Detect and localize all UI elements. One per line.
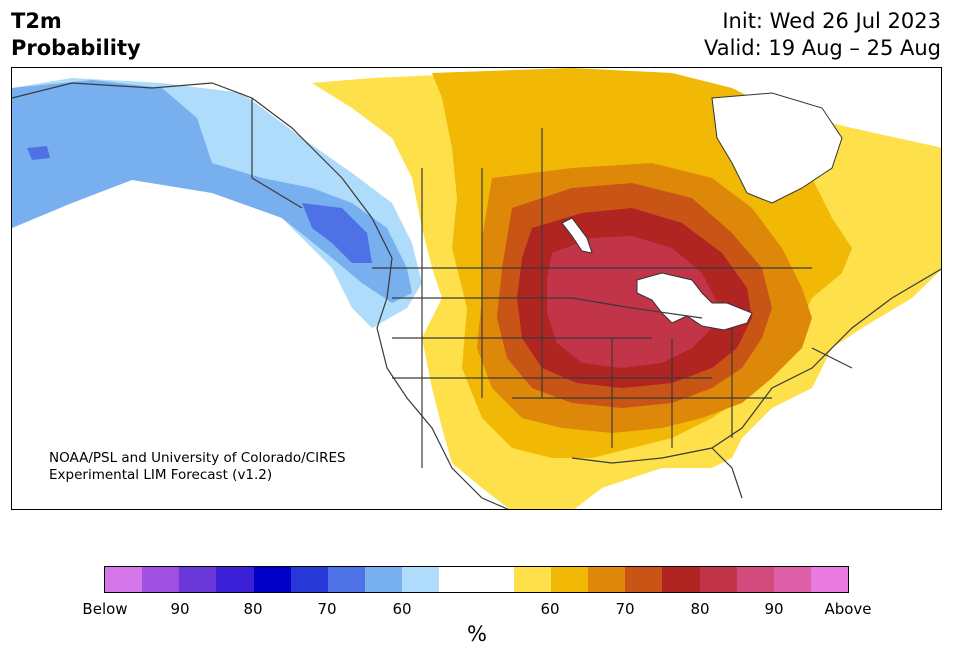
colorbar-segment [365, 567, 403, 592]
map-canvas [12, 68, 941, 509]
colorbar-segment [810, 567, 849, 592]
colorbar-segment [736, 567, 774, 592]
colorbar-segment [290, 567, 328, 592]
colorbar-tick-label: 60 [392, 600, 412, 618]
below-normal-70 [12, 80, 412, 303]
colorbar-segment [179, 567, 217, 592]
title-subtitle: Probability [11, 36, 141, 60]
great-lakes [636, 272, 753, 331]
colorbar-tick-label: 70 [615, 600, 635, 618]
colorbar-segment [550, 567, 589, 592]
valid-range: Valid: 19 Aug – 25 Aug [703, 36, 941, 60]
borders [12, 82, 941, 509]
colorbar-segment [105, 567, 143, 592]
colorbar-unit: % [467, 622, 487, 646]
forecast-map [11, 67, 942, 510]
below-normal-80b [27, 146, 50, 160]
colorbar-tick-label: 80 [690, 600, 710, 618]
colorbar-segment [216, 567, 254, 592]
forecast-dates: Init: Wed 26 Jul 2023 Valid: 19 Aug – 25… [704, 8, 941, 62]
init-date: Init: Wed 26 Jul 2023 [722, 9, 941, 33]
colorbar-segment [625, 567, 663, 592]
lake-winnipeg [561, 217, 593, 254]
colorbar-tick-label: 90 [170, 600, 190, 618]
colorbar-segment [662, 567, 700, 592]
colorbar-tick-label: 70 [317, 600, 337, 618]
map-title: T2m Probability [11, 8, 141, 62]
colorbar-segment [439, 567, 477, 592]
colorbar [104, 566, 849, 593]
credit-line1: NOAA/PSL and University of Colorado/CIRE… [49, 450, 346, 466]
colorbar-segment [142, 567, 180, 592]
colorbar-tick-label: 60 [540, 600, 560, 618]
colorbar-tick-label: Above [824, 600, 872, 618]
colorbar-segment [327, 567, 366, 592]
colorbar-tick-label: 80 [243, 600, 263, 618]
colorbar-segment [513, 567, 551, 592]
below-normal-80 [302, 203, 372, 263]
colorbar-segment [402, 567, 440, 592]
colorbar-segment [588, 567, 626, 592]
above-normal-85 [547, 236, 717, 368]
credit-text: NOAA/PSL and University of Colorado/CIRE… [49, 450, 346, 484]
colorbar-tick-label: 90 [764, 600, 784, 618]
colorbar-segment [773, 567, 811, 592]
colorbar-tick-label: Below [82, 600, 128, 618]
credit-line2: Experimental LIM Forecast (v1.2) [49, 467, 273, 483]
colorbar-segment [699, 567, 737, 592]
colorbar-segment [253, 567, 291, 592]
colorbar-segment [476, 567, 514, 592]
hudson-bay [711, 92, 843, 204]
title-variable: T2m [11, 9, 62, 33]
